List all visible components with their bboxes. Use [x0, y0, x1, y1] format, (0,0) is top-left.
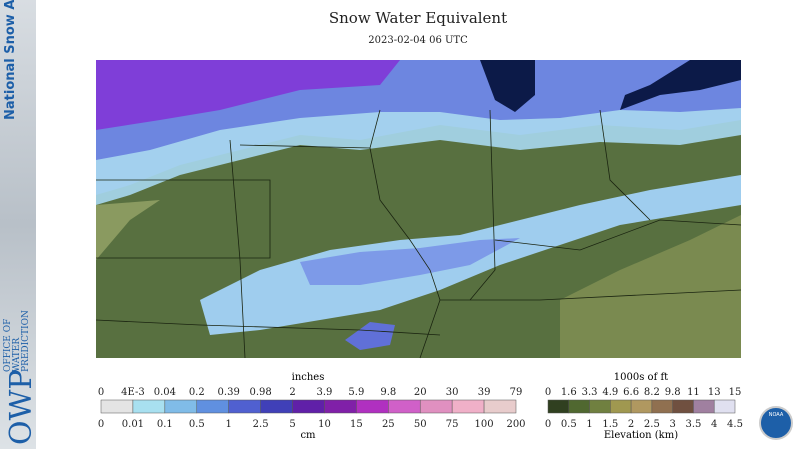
color-swatch	[419, 399, 453, 414]
bottom-label: 2.5	[644, 419, 660, 430]
color-swatch	[228, 399, 261, 414]
sidebar	[0, 0, 36, 449]
swe-bottom-unit: cm	[300, 430, 316, 441]
bottom-label: 0.01	[122, 419, 144, 430]
top-label: 9.8	[380, 387, 396, 398]
bottom-label: 1	[586, 419, 592, 430]
sidebar-title: National Snow Analysis	[3, 0, 18, 120]
office-line: WATER	[12, 338, 22, 372]
top-label: 6.6	[623, 387, 639, 398]
top-label: 0.2	[189, 387, 205, 398]
noaa-logo	[759, 406, 793, 440]
color-swatch	[324, 399, 357, 414]
bottom-label: 1.5	[602, 419, 618, 430]
top-label: 13	[708, 387, 721, 398]
color-swatch	[451, 399, 485, 414]
bottom-label: 100	[475, 419, 494, 430]
bottom-label: 50	[414, 419, 427, 430]
color-swatch	[568, 399, 590, 414]
top-label: 20	[414, 387, 427, 398]
bottom-label: 5	[289, 419, 295, 430]
color-swatch	[589, 399, 611, 414]
bottom-label: 0.5	[561, 419, 577, 430]
swe-colorbar: 004E-30.010.040.10.20.50.3910.982.5253.9…	[98, 387, 526, 430]
top-label: 0	[98, 387, 104, 398]
top-label: 30	[446, 387, 459, 398]
top-label: 4E-3	[121, 387, 145, 398]
top-label: 9.8	[665, 387, 681, 398]
elev-top-unit: 1000s of ft	[614, 372, 668, 383]
top-label: 4.9	[602, 387, 618, 398]
top-label: 3.9	[317, 387, 333, 398]
top-label: 1.6	[561, 387, 577, 398]
bottom-label: 10	[318, 419, 331, 430]
color-swatch	[164, 399, 198, 414]
color-swatch	[260, 399, 293, 414]
color-swatch	[630, 399, 653, 414]
color-swatch	[610, 399, 632, 414]
bottom-label: 2.5	[253, 419, 269, 430]
top-label: 8.2	[644, 387, 660, 398]
bottom-label: 75	[446, 419, 459, 430]
color-swatch	[196, 399, 229, 414]
color-swatch	[388, 399, 421, 414]
color-swatch	[132, 399, 166, 414]
color-swatch	[693, 399, 715, 414]
top-label: 0.04	[154, 387, 176, 398]
bottom-label: 4	[711, 419, 717, 430]
top-label: 5.9	[348, 387, 364, 398]
office-line: PREDICTION	[21, 310, 31, 372]
elevation-colorbar: 0 0 1.6 0.5 3.3 1 4.9 1.5 6.6 2 8.2 2.5 9.8 3 11 3.5 13 4…	[545, 387, 743, 430]
swe-top-unit: inches	[292, 372, 325, 383]
top-label: 11	[687, 387, 700, 398]
title: Snow Water Equivalent	[329, 9, 507, 27]
top-label: 39	[478, 387, 491, 398]
elev-bottom-unit: Elevation (km)	[604, 430, 678, 441]
noaa-text: NOAA	[769, 412, 784, 418]
color-swatch	[356, 399, 389, 414]
color-swatch	[547, 399, 570, 414]
top-label: 2	[289, 387, 295, 398]
bottom-label: 0.5	[189, 419, 205, 430]
office-line: OFFICE OF	[3, 319, 13, 372]
top-label: 0.98	[249, 387, 271, 398]
bottom-label: 0	[98, 419, 104, 430]
bottom-label: 200	[506, 419, 525, 430]
color-swatch	[713, 399, 736, 414]
color-swatch	[100, 399, 134, 414]
bottom-label: 3	[669, 419, 675, 430]
bottom-label: 2	[628, 419, 634, 430]
map	[95, 60, 742, 359]
bottom-label: 4.5	[727, 419, 743, 430]
top-label: 0.39	[218, 387, 240, 398]
bottom-label: 3.5	[685, 419, 701, 430]
bottom-label: 0	[545, 419, 551, 430]
office-text: OFFICE OF WATER PREDICTION	[3, 310, 31, 372]
bottom-label: 15	[350, 419, 363, 430]
bottom-label: 0.1	[157, 419, 173, 430]
color-swatch	[672, 399, 694, 414]
top-label: 79	[510, 387, 523, 398]
top-label: 15	[729, 387, 742, 398]
top-label: 3.3	[582, 387, 598, 398]
color-swatch	[483, 399, 517, 414]
color-swatch	[651, 399, 673, 414]
bottom-label: 25	[382, 419, 395, 430]
subtitle: 2023-02-04 06 UTC	[368, 35, 468, 46]
logo: OWP	[4, 369, 39, 445]
top-label: 0	[545, 387, 551, 398]
bottom-label: 1	[226, 419, 232, 430]
color-swatch	[292, 399, 325, 414]
